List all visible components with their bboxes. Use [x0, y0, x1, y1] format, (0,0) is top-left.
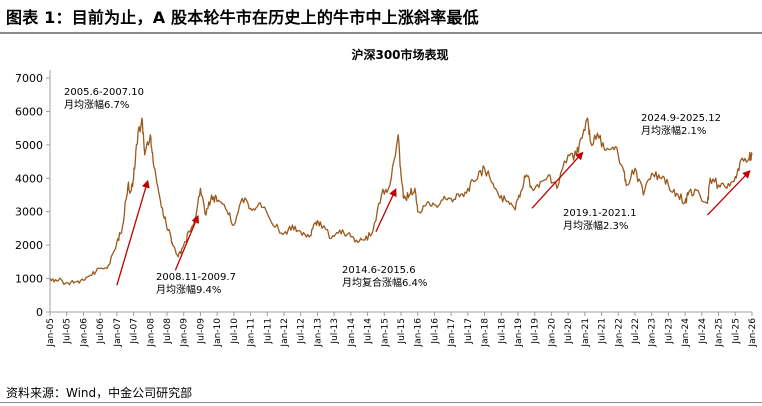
x-tick-label: Jul-25	[731, 318, 741, 345]
x-tick-label: Jan-14	[347, 318, 357, 348]
x-tick-label: Jan-23	[648, 318, 658, 348]
x-tick-label: Jan-09	[180, 318, 190, 348]
x-tick-label: Jul-17	[464, 318, 474, 345]
trend-arrow	[531, 151, 584, 209]
trend-arrow	[174, 214, 200, 271]
x-tick-label: Jan-18	[481, 318, 491, 348]
annotation-text: 2024.9-2025.12	[641, 113, 721, 124]
x-tick-label: Jan-13	[313, 318, 323, 348]
x-tick-label: Jan-08	[146, 318, 156, 348]
x-tick-label: Jan-12	[280, 318, 290, 348]
annotation-text: 月均涨幅6.7%	[64, 98, 129, 111]
x-tick-label: Jul-06	[96, 318, 106, 345]
x-tick-label: Jul-23	[664, 318, 674, 345]
x-tick-label: Jul-11	[263, 318, 273, 345]
x-tick-label: Jan-16	[414, 318, 424, 348]
y-tick-label: 6000	[15, 105, 43, 118]
y-tick-label: 3000	[15, 206, 43, 219]
x-tick-label: Jan-07	[113, 318, 123, 348]
x-tick-label: Jul-08	[163, 318, 173, 345]
chart-title: 沪深300市场表现	[351, 47, 448, 62]
source-note: 资料来源：Wind，中金公司研究部	[6, 386, 193, 400]
bottom-divider	[0, 402, 762, 403]
y-tick-label: 1000	[15, 273, 43, 286]
x-tick-label: Jan-21	[581, 318, 591, 348]
x-tick-label: Jul-21	[598, 318, 608, 345]
x-tick-label: Jul-15	[397, 318, 407, 345]
x-tick-label: Jan-15	[380, 318, 390, 348]
x-tick-label: Jan-19	[514, 318, 524, 348]
x-tick-label: Jul-10	[230, 318, 240, 345]
x-tick-label: Jul-24	[698, 318, 708, 345]
x-tick-label: Jul-12	[297, 318, 307, 345]
x-tick-label: Jul-20	[564, 318, 574, 345]
trend-arrow	[706, 170, 751, 216]
annotation-text: 月均涨幅2.1%	[641, 124, 706, 137]
trend-arrow	[375, 188, 397, 233]
x-tick-label: Jul-19	[531, 318, 541, 345]
x-tick-label: Jan-17	[447, 318, 457, 348]
x-tick-label: Jul-07	[130, 318, 140, 345]
trend-arrow	[116, 179, 150, 286]
x-tick-label: Jan-25	[715, 318, 725, 348]
y-tick-label: 2000	[15, 239, 43, 252]
x-tick-label: Jul-05	[63, 318, 73, 345]
x-tick-label: Jul-14	[364, 318, 374, 345]
x-tick-label: Jan-06	[79, 318, 89, 348]
x-tick-label: Jul-09	[196, 318, 206, 345]
y-tick-label: 4000	[15, 172, 43, 185]
series-line-0	[49, 117, 753, 286]
x-tick-label: Jan-10	[213, 318, 223, 348]
y-tick-label: 5000	[15, 139, 43, 152]
annotation-text: 月均复合涨幅6.4%	[342, 276, 427, 289]
annotation-text: 2005.6-2007.10	[64, 87, 144, 98]
x-tick-label: Jan-22	[614, 318, 624, 348]
annotation-text: 2008.11-2009.7	[156, 272, 236, 283]
y-tick-label: 7000	[15, 72, 43, 85]
x-tick-label: Jul-16	[430, 318, 440, 345]
title-divider	[0, 32, 762, 34]
x-tick-label: Jan-05	[46, 318, 56, 348]
x-tick-label: Jan-26	[748, 318, 758, 348]
x-tick-label: Jul-13	[330, 318, 340, 345]
x-tick-label: Jan-11	[247, 318, 257, 348]
y-tick-label: 0	[36, 306, 43, 319]
annotation-text: 月均涨幅9.4%	[156, 283, 221, 296]
x-tick-label: Jan-20	[547, 318, 557, 348]
x-tick-label: Jul-22	[631, 318, 641, 345]
annotation-text: 月均涨幅2.3%	[563, 219, 628, 232]
x-tick-label: Jul-18	[497, 318, 507, 345]
figure-title: 图表 1：目前为止，A 股本轮牛市在历史上的牛市中上涨斜率最低	[6, 8, 479, 27]
annotation-text: 2019.1-2021.1	[563, 208, 637, 219]
x-tick-label: Jan-24	[681, 318, 691, 348]
annotation-text: 2014.6-2015.6	[342, 265, 416, 276]
